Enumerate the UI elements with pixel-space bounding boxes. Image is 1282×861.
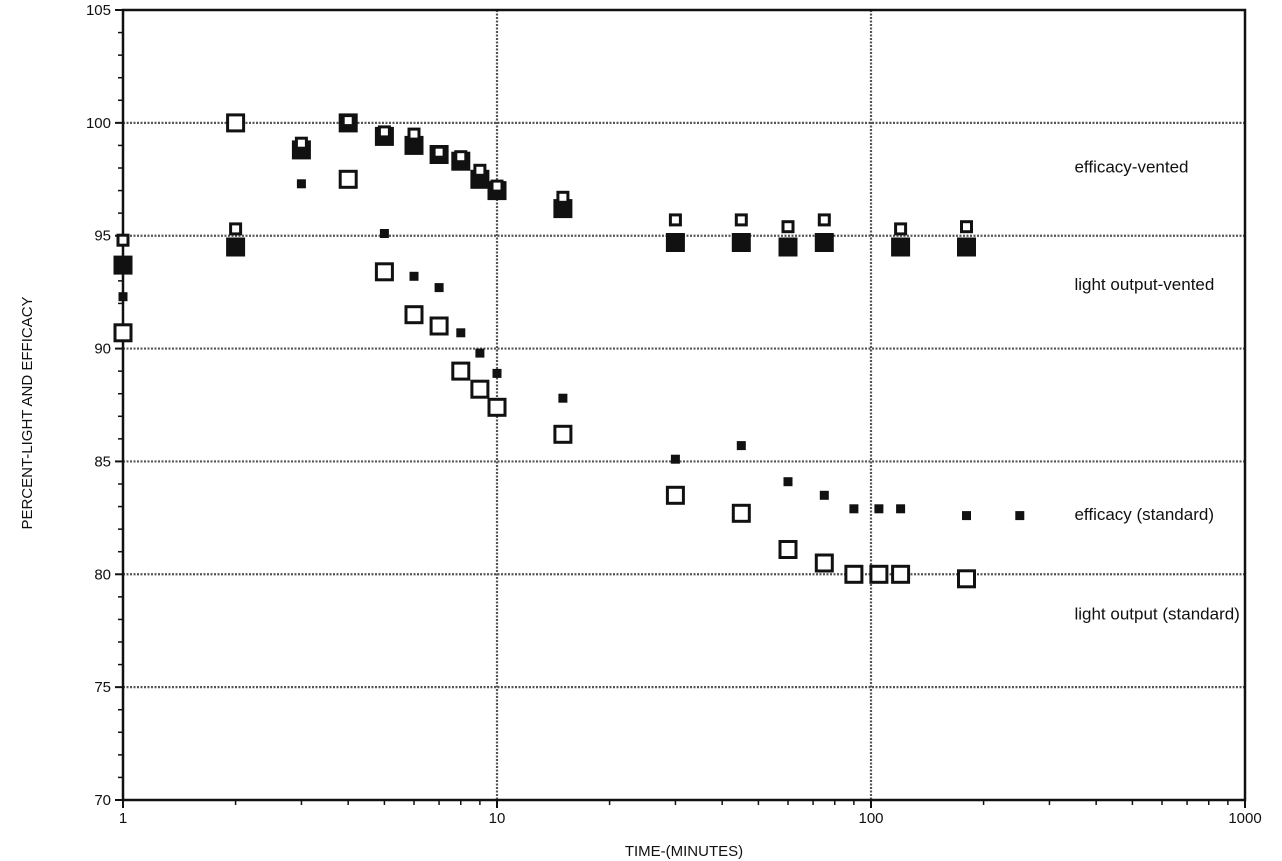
- data-point: [492, 368, 502, 378]
- series-efficacy-vented: [116, 114, 973, 247]
- y-tick-label: 80: [94, 566, 111, 583]
- data-point: [814, 553, 834, 573]
- data-point: [113, 323, 133, 343]
- series-label: efficacy (standard): [1074, 505, 1214, 524]
- data-point: [962, 511, 971, 521]
- data-point: [957, 237, 976, 257]
- data-point: [778, 237, 798, 257]
- data-point: [731, 233, 751, 252]
- x-tick-label: 100: [858, 810, 883, 827]
- data-point: [960, 220, 973, 234]
- x-tick-label: 1: [119, 810, 127, 827]
- data-point: [374, 262, 394, 282]
- data-point: [487, 397, 507, 417]
- y-axis-title: PERCENT-LIGHT AND EFFICACY: [19, 296, 36, 529]
- data-point: [665, 485, 685, 505]
- data-point: [894, 222, 908, 236]
- data-point: [734, 213, 748, 227]
- series-label: light output (standard): [1074, 604, 1239, 623]
- data-point: [556, 190, 570, 204]
- plot-frame: [121, 8, 1247, 802]
- grid: [123, 10, 1245, 800]
- y-tick-label: 100: [86, 115, 111, 132]
- data-point: [783, 477, 793, 487]
- data-point: [451, 361, 471, 381]
- data-point: [432, 145, 446, 159]
- data-point: [377, 125, 391, 139]
- data-point: [781, 220, 795, 234]
- data-point: [226, 113, 246, 133]
- series-label: light output-vented: [1074, 275, 1214, 294]
- data-point: [849, 504, 859, 514]
- data-point: [736, 441, 746, 451]
- data-point: [844, 564, 864, 584]
- data-point: [891, 237, 911, 257]
- data-point: [379, 229, 389, 238]
- data-point: [670, 454, 680, 464]
- data-point: [118, 292, 128, 302]
- x-axis-title: TIME-(MINUTES): [625, 843, 743, 860]
- y-tick-label: 90: [94, 341, 111, 358]
- data-point: [778, 540, 798, 559]
- data-point: [814, 233, 834, 252]
- data-point: [668, 213, 682, 227]
- data-point: [553, 424, 573, 444]
- data-point: [454, 150, 468, 164]
- y-tick-label: 105: [86, 2, 111, 19]
- data-point: [490, 179, 504, 193]
- data-point: [429, 316, 449, 336]
- x-tick-label: 1000: [1228, 810, 1261, 827]
- data-point: [665, 233, 685, 252]
- data-point: [891, 564, 911, 584]
- data-point: [896, 504, 906, 514]
- data-point: [731, 503, 751, 523]
- series-light-output-standard: [113, 113, 976, 589]
- data-point: [296, 179, 306, 189]
- y-tick-label: 85: [94, 453, 111, 470]
- legend-marker: [1015, 511, 1025, 521]
- data-point: [226, 237, 246, 257]
- data-point: [294, 136, 308, 150]
- series-light-output-vented: [113, 113, 976, 275]
- series-label: efficacy-vented: [1074, 158, 1188, 177]
- y-tick-label: 75: [94, 679, 111, 696]
- series: [113, 113, 976, 589]
- data-point: [407, 127, 421, 141]
- data-point: [116, 233, 130, 247]
- data-point: [456, 328, 466, 338]
- data-point: [434, 283, 444, 293]
- data-point: [558, 393, 568, 403]
- data-point: [475, 348, 485, 358]
- data-point: [817, 213, 831, 227]
- data-point: [869, 564, 889, 584]
- data-point: [229, 222, 243, 236]
- x-tick-label: 10: [489, 810, 506, 827]
- data-point: [957, 569, 976, 589]
- series-efficacy-standard: [118, 179, 971, 521]
- data-point: [819, 490, 829, 500]
- data-point: [874, 504, 884, 514]
- annotations: efficacy-vented light output-vented effica…: [1015, 158, 1240, 623]
- y-tick-label: 70: [94, 792, 111, 809]
- y-tick-label: 95: [94, 228, 111, 245]
- data-point: [470, 379, 490, 399]
- data-point: [341, 114, 355, 128]
- axes: [121, 8, 1247, 802]
- data-point: [473, 163, 487, 177]
- data-point: [404, 305, 424, 325]
- data-point: [113, 255, 133, 275]
- data-point: [338, 169, 358, 189]
- data-point: [409, 271, 419, 281]
